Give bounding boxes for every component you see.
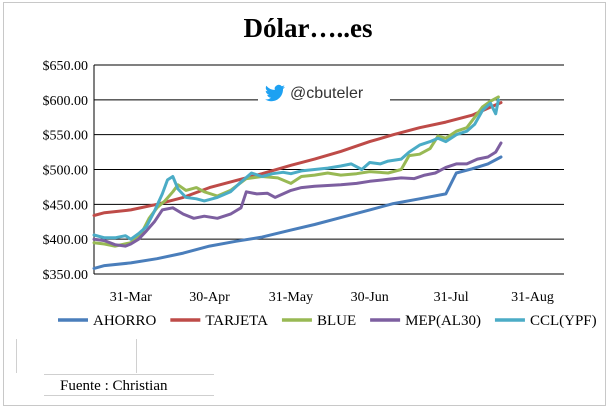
legend-label: TARJETA	[205, 313, 268, 329]
legend-item: AHORRO	[58, 313, 157, 329]
y-tick-label: $500.00	[43, 164, 89, 179]
legend-label: MEP(AL30)	[405, 313, 481, 329]
x-tick-label: 30-Apr	[189, 290, 230, 305]
x-tick-label: 31-Aug	[511, 290, 554, 305]
series-line	[92, 101, 503, 217]
chart-title: Dólar…..es	[244, 13, 373, 43]
series-line	[92, 95, 500, 248]
legend-item: CCL(YPF)	[494, 313, 597, 329]
y-tick-label: $400.00	[43, 233, 89, 248]
y-tick-label: $450.00	[43, 198, 89, 213]
y-tick-label: $350.00	[43, 268, 89, 283]
cell-border	[136, 339, 137, 373]
x-tick-label: 31-Jul	[434, 290, 469, 305]
watermark-handle: @cbuteler	[290, 85, 364, 102]
series-line	[92, 98, 500, 241]
x-axis-tick-labels: 31-Mar 30-Apr 31-May 30-Jun 31-Jul 31-Aug	[110, 290, 554, 305]
line-chart: Dólar…..es $350.00$400.00$450.00$500.00$…	[43, 13, 597, 329]
x-tick-label: 30-Jun	[351, 290, 389, 305]
x-tick-label: 31-May	[269, 290, 313, 305]
y-tick-label: $550.00	[43, 129, 89, 144]
chart-frame: Dólar…..es $350.00 $400.00 $450.00 $500.00 $…	[3, 2, 606, 406]
cell-border	[16, 339, 17, 373]
legend-label: AHORRO	[93, 313, 157, 329]
legend-item: TARJETA	[170, 313, 268, 329]
twitter-watermark: @cbuteler	[258, 79, 390, 103]
legend: AHORRO TARJETA BLUE MEP(AL30) CCL(YPF)	[58, 313, 597, 329]
y-tick-label: $600.00	[43, 94, 89, 109]
legend-item: BLUE	[281, 313, 356, 329]
y-axis-tick-labels: $350.00 $400.00 $450.00 $500.00 $550.00 $600.…	[43, 59, 89, 283]
x-tick-label: 31-Mar	[110, 290, 152, 305]
legend-item: MEP(AL30)	[370, 313, 481, 329]
series-lines	[92, 95, 503, 270]
legend-label: CCL(YPF)	[530, 313, 597, 329]
series-line	[92, 141, 503, 248]
twitter-bird-icon	[265, 84, 285, 102]
y-tick-label: $650.00	[43, 59, 89, 74]
legend-label: BLUE	[317, 313, 356, 329]
series-line	[92, 155, 503, 270]
source-label: Fuente : Christian	[44, 374, 214, 396]
